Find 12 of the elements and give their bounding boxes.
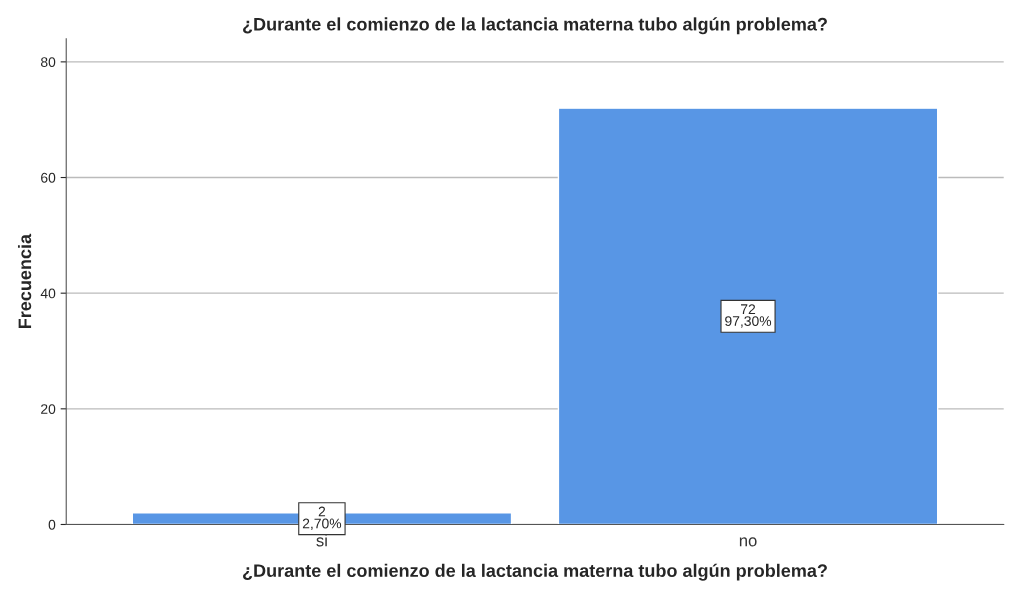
data-label: 2 2,70% [302, 506, 342, 531]
x-tick-label: si [316, 534, 327, 547]
y-tick-label: 0 [48, 519, 56, 530]
y-tick-label: 80 [40, 57, 56, 68]
y-tick-label: 20 [41, 404, 56, 414]
y-axis-title: Frecuencia [17, 233, 32, 329]
data-label: 72 97,30% [725, 304, 772, 328]
y-tick-label: 60 [41, 172, 56, 183]
y-tick-label: 40 [40, 288, 56, 299]
chart-title: ¿Durante el comienzo de la lactancia materna tubo algún problema? [243, 17, 827, 35]
x-tick-label: no [739, 537, 757, 547]
x-axis-title: ¿Durante el comienzo de la lactancia materna tubo algún problema? [243, 563, 827, 581]
